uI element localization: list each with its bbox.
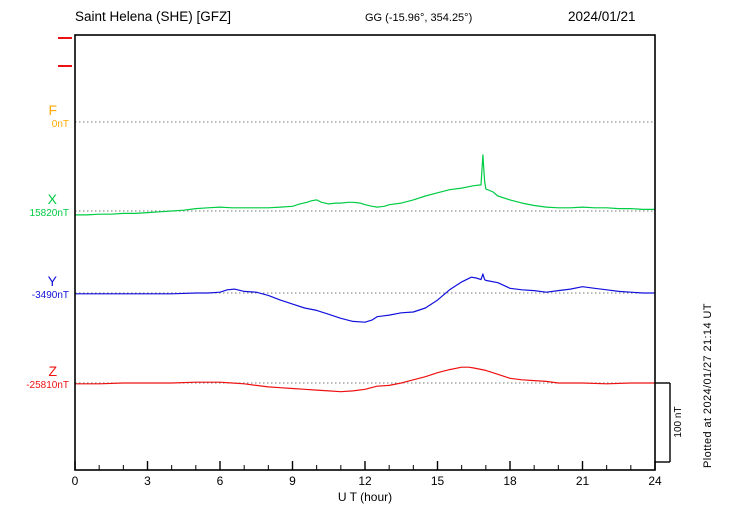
geographic-coordinates: GG (-15.96°, 354.25°) (365, 12, 473, 24)
series-label-z: Z -25810nT (0, 363, 70, 392)
series-baseline-x: 15820nT (29, 208, 69, 219)
station-title: Saint Helena (SHE) [GFZ] (75, 9, 232, 24)
x-tick-label: 6 (216, 474, 224, 488)
series-label-f: F 0nT (0, 102, 70, 131)
series-label-y: Y -3490nT (0, 273, 70, 302)
plotted-at-note: Plotted at 2024/01/27 21:14 UT (702, 303, 714, 468)
trace-x (75, 154, 655, 216)
x-tick-label: 9 (289, 474, 296, 488)
series-letter-f: F (48, 102, 57, 118)
x-tick-label: 18 (503, 474, 517, 488)
series-label-x: X 15820nT (0, 191, 70, 220)
x-tick-label: 0 (71, 474, 79, 488)
series-baseline-z: -25810nT (26, 380, 69, 391)
series-letter-x: X (47, 191, 57, 207)
x-tick-label: 15 (430, 474, 445, 488)
x-tick-label: 12 (358, 474, 372, 488)
plot-border (74, 34, 656, 471)
series-baseline-f: 0nT (51, 119, 69, 130)
series-baseline-y: -3490nT (31, 290, 69, 301)
x-tick-label: 21 (575, 474, 590, 488)
x-axis-title: U T (hour) (337, 490, 393, 504)
trace-y (75, 273, 655, 323)
trace-z (75, 366, 655, 393)
series-letter-y: Y (47, 273, 57, 289)
x-tick-label: 24 (648, 474, 662, 488)
plot-date: 2024/01/21 (568, 9, 636, 24)
scale-bar-label: 100 nT (673, 406, 684, 438)
series-letter-z: Z (48, 363, 57, 379)
x-tick-label: 3 (144, 474, 151, 488)
